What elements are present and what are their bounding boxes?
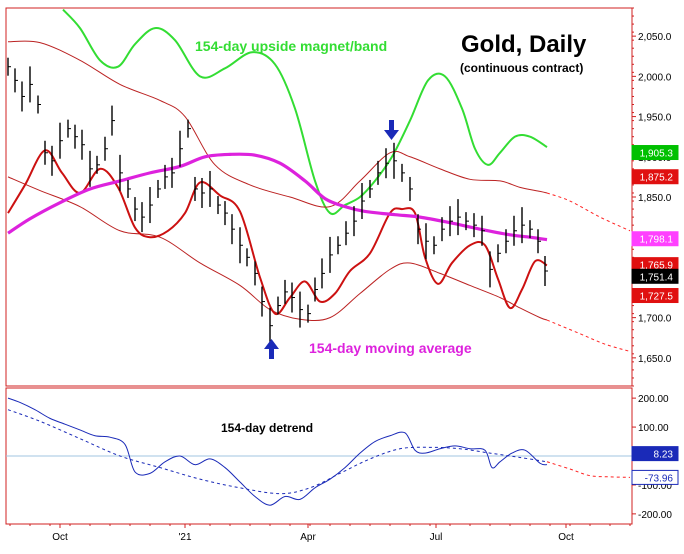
down-arrow-icon <box>384 120 399 140</box>
price-bars <box>7 57 548 344</box>
y-tick-label: -100.00 <box>638 481 672 492</box>
y-tick-label: 1,850.0 <box>638 193 672 204</box>
y-tick-label: 1,950.0 <box>638 113 672 124</box>
value-tag-box <box>631 231 679 247</box>
value-tags: 1,905.3 1,875.2 1,798.1 1,765.91,751.4 1,727… <box>631 145 679 485</box>
x-tick-label: '21 <box>178 532 191 543</box>
value-tag-label: 1,798.1 <box>640 235 674 246</box>
y-tick-label: 1,650.0 <box>638 354 672 365</box>
y-tick-label: 200.00 <box>638 394 669 405</box>
value-tag-box <box>631 469 679 485</box>
band-annotation: 154-day upside magnet/band <box>195 38 387 54</box>
value-tag-box <box>631 145 679 161</box>
value-tag-box <box>631 268 679 284</box>
value-tag-label: 1,751.4 <box>640 272 674 283</box>
lower-panel-series <box>7 397 631 506</box>
x-tick-label: Oct <box>52 532 68 543</box>
value-tag-label: -73.96 <box>645 473 674 484</box>
series-upper-cycle-band <box>7 40 548 208</box>
upper-panel-series <box>7 8 631 352</box>
value-tag-label: 1,905.3 <box>640 149 674 160</box>
value-tag-box <box>631 288 679 304</box>
x-axis: Oct '21 Apr Jul Oct <box>9 524 631 543</box>
value-tag-label: 1,765.9 <box>640 261 674 272</box>
up-arrow-icon <box>264 339 279 359</box>
series-154-day-upside-magnet-band <box>62 8 548 216</box>
series-lower-cycle-band <box>7 176 548 322</box>
chart-subtitle: (continuous contract) <box>460 61 583 75</box>
series-detrend-cycle-dashed <box>7 409 548 495</box>
value-tag-label: 1,875.2 <box>640 173 674 184</box>
x-tick-label: Jul <box>430 532 443 543</box>
y-tick-label: 2,050.0 <box>638 32 672 43</box>
y-tick-label: 100.00 <box>638 423 669 434</box>
value-tag-box <box>631 446 679 462</box>
series-lower-cycle-band-projection <box>546 319 631 352</box>
y-tick-label: 2,000.0 <box>638 72 672 83</box>
series-154-day-moving-average <box>7 152 548 242</box>
series-short-term-cycle <box>7 149 548 316</box>
y-tick-label: -200.00 <box>638 510 672 521</box>
value-tag-label: 8.23 <box>654 450 674 461</box>
chart-title: Gold, Daily <box>461 31 587 58</box>
ma-annotation: 154-day moving average <box>309 340 472 356</box>
value-tag-box <box>631 169 679 185</box>
value-tag-label: 1,727.5 <box>640 292 674 303</box>
series-154-day-detrend <box>7 397 548 506</box>
detrend-annotation: 154-day detrend <box>221 421 313 435</box>
x-tick-label: Oct <box>558 532 574 543</box>
y-tick-label: 1,700.0 <box>638 314 672 325</box>
x-tick-label: Apr <box>300 532 316 543</box>
